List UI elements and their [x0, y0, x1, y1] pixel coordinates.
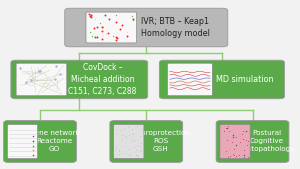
- Text: CovDock –
Micheal addition
C151, C273, C288: CovDock – Micheal addition C151, C273, C…: [68, 63, 137, 96]
- FancyBboxPatch shape: [114, 124, 144, 159]
- FancyBboxPatch shape: [4, 120, 76, 162]
- FancyBboxPatch shape: [216, 120, 289, 162]
- FancyBboxPatch shape: [167, 63, 212, 96]
- FancyBboxPatch shape: [86, 12, 136, 43]
- Text: MD simulation: MD simulation: [217, 75, 274, 84]
- Text: Postural
Cognitive
Histopathology: Postural Cognitive Histopathology: [240, 130, 294, 152]
- FancyBboxPatch shape: [16, 63, 67, 96]
- FancyBboxPatch shape: [220, 124, 250, 159]
- FancyBboxPatch shape: [65, 8, 228, 47]
- FancyBboxPatch shape: [159, 60, 284, 99]
- Text: Gene network
Reactome
GO: Gene network Reactome GO: [29, 130, 80, 152]
- FancyBboxPatch shape: [11, 60, 148, 99]
- FancyBboxPatch shape: [8, 124, 38, 159]
- Text: Neuroprotection
ROS
GSH: Neuroprotection ROS GSH: [131, 130, 190, 152]
- FancyBboxPatch shape: [110, 120, 183, 162]
- Text: IVR; BTB – Keap1
Homology model: IVR; BTB – Keap1 Homology model: [141, 17, 210, 38]
